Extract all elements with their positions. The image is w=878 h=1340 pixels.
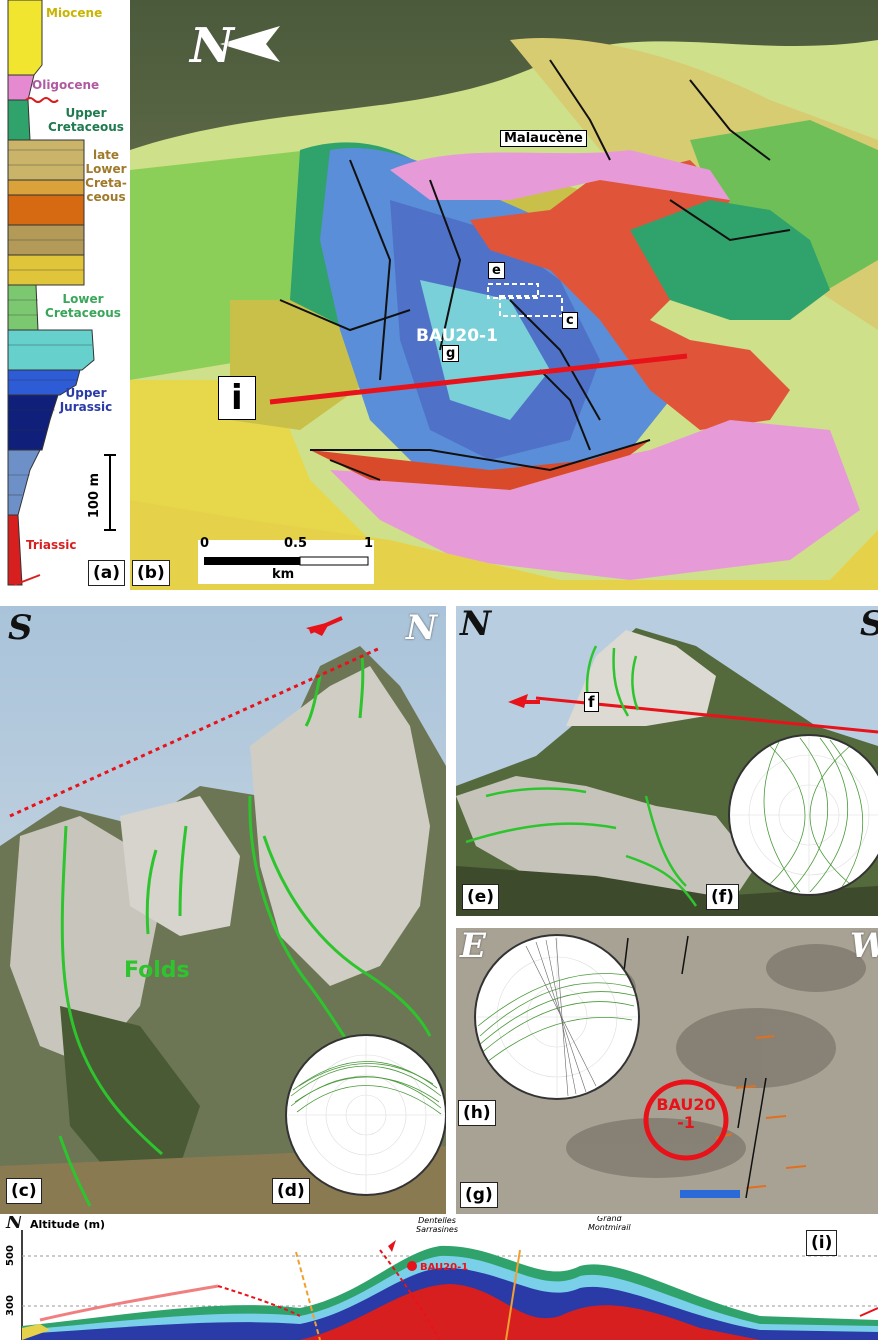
label-c: (c) <box>6 1178 42 1204</box>
unit-miocene: Miocene <box>46 6 103 20</box>
unit-lower-cretaceous: Lower Cretaceous <box>45 292 121 320</box>
photo-marker-g: g <box>442 345 460 362</box>
label-b: (b) <box>132 560 170 586</box>
label-i: (i) <box>806 1230 838 1256</box>
stratigraphic-column <box>7 0 116 586</box>
stereonet-d <box>285 1034 446 1196</box>
scale-tick-1: 1 <box>364 536 374 551</box>
direction-west-g: W <box>850 928 878 966</box>
photo-marker-f: f <box>584 692 599 712</box>
photo-marker-c: c <box>562 312 578 329</box>
unit-triassic: Triassic <box>26 538 77 552</box>
direction-south-e: S <box>860 606 878 644</box>
unit-late-lower-cretaceous: late Lower Creta-ceous <box>85 148 127 204</box>
peak-montmirail: Grand Montmirail <box>588 1216 631 1232</box>
tick-500: 500 <box>4 1245 16 1266</box>
sample-circle-label: BAU20 -1 <box>656 1095 716 1132</box>
tick-300: 300 <box>4 1295 16 1316</box>
direction-north-i: N <box>6 1216 23 1233</box>
cliff-photo-panel: N S f (e) (f) <box>456 606 878 916</box>
scale-tick-half: 0.5 <box>284 536 308 551</box>
direction-south-c: S <box>8 608 33 648</box>
town-label: Malaucène <box>500 130 587 147</box>
label-a: (a) <box>88 560 126 586</box>
unit-oligocene: Oligocene <box>32 78 100 92</box>
section-sample-label: BAU20-1 <box>420 1262 469 1273</box>
fold-photo-panel: S N Folds (c) (d) <box>0 606 446 1214</box>
stratigraphic-column-panel: Miocene Oligocene Upper Cretaceous late Lo… <box>0 0 128 590</box>
label-g: (g) <box>460 1182 498 1208</box>
peak-dentelles: Dentelles Sarrasines <box>416 1216 459 1234</box>
direction-east-g: E <box>460 928 486 966</box>
cross-section-panel: N Altitude (m) 500 300 Dentelles Sarrasin… <box>0 1216 878 1340</box>
section-marker-i: i <box>218 376 256 420</box>
scale-unit: km <box>272 567 295 582</box>
label-d: (d) <box>272 1178 310 1204</box>
label-e: (e) <box>462 884 500 910</box>
photo-marker-e: e <box>488 262 505 279</box>
label-h: (h) <box>458 1100 496 1126</box>
stereonet-h <box>474 934 640 1100</box>
geological-map-panel: N Malaucène e c BAU20-1 g i 0 0.5 1 km (… <box>130 0 878 590</box>
folds-label: Folds <box>124 958 190 983</box>
direction-north-c: N <box>406 608 438 648</box>
unit-upper-jurassic: Upper Jurassic <box>59 386 113 414</box>
altitude-axis-label: Altitude (m) <box>30 1218 106 1231</box>
north-label: N <box>190 18 234 74</box>
outcrop-photo-panel: E W BAU20 -1 (h) (g) <box>456 928 878 1214</box>
sample-label: BAU20-1 <box>416 326 498 346</box>
cross-section <box>21 1230 878 1340</box>
scale-bar-label: 100 m <box>87 472 103 519</box>
scale-tick-0: 0 <box>200 536 210 551</box>
unit-upper-cretaceous: Upper Cretaceous <box>48 106 124 134</box>
geological-map <box>130 0 878 590</box>
stereonet-f <box>728 734 878 896</box>
direction-north-e: N <box>460 606 492 644</box>
label-f: (f) <box>706 884 739 910</box>
